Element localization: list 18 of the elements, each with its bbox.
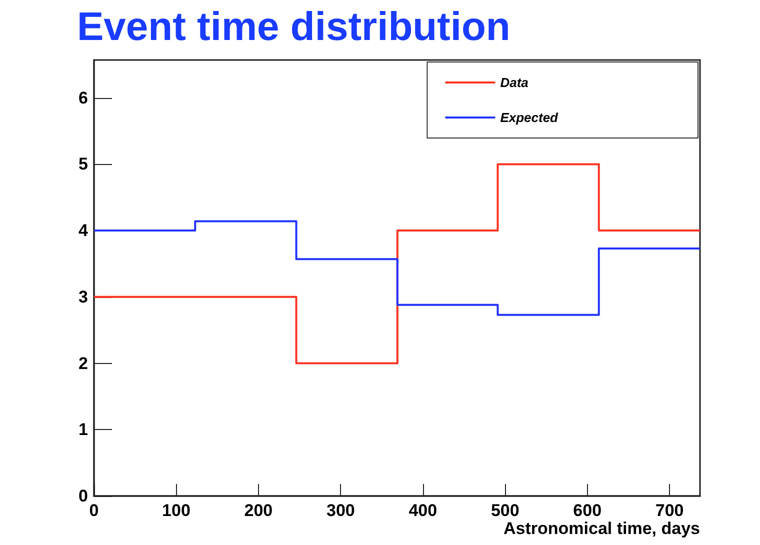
x-tick-label: 500 (490, 501, 520, 520)
legend-label: Data (500, 75, 528, 90)
y-tick-label: 2 (78, 354, 88, 373)
x-tick-label: 600 (573, 501, 602, 520)
x-tick-label: 700 (655, 501, 684, 520)
x-tick-label: 200 (244, 501, 273, 520)
y-tick-label: 6 (78, 88, 88, 108)
y-tick-label: 1 (78, 420, 88, 440)
x-axis-title: Astronomical time, days (503, 519, 700, 538)
y-tick-label: 0 (78, 486, 88, 506)
legend-label: Expected (500, 110, 560, 125)
chart-title: Event time distribution (77, 5, 510, 49)
y-tick-label: 4 (78, 221, 89, 240)
x-tick-label: 100 (162, 501, 190, 520)
y-tick-label: 5 (78, 154, 88, 174)
x-tick-label: 400 (408, 501, 438, 520)
x-tick-label: 300 (326, 501, 355, 520)
y-tick-label: 3 (78, 287, 88, 306)
